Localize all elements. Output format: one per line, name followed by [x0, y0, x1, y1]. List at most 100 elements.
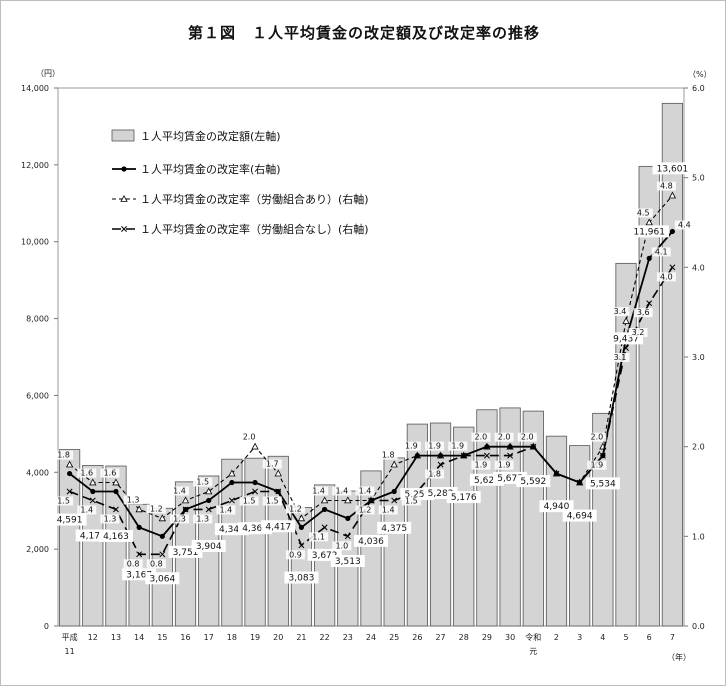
line-point [205, 487, 213, 495]
bar-label-box [585, 477, 620, 490]
non-union-rate-label: 1.9 [475, 461, 488, 470]
non-union-rate-label: 1.8 [428, 470, 441, 479]
line-point [553, 470, 560, 477]
union-rate-label: 3.4 [614, 307, 627, 316]
pct-label-box [471, 432, 491, 442]
non-union-rate-label: 0.8 [150, 559, 163, 568]
x-tick-label: 15 [157, 633, 167, 642]
union-rate-label: 2.0 [521, 433, 534, 442]
union-rate-label: 4.8 [660, 182, 673, 191]
line-point [135, 505, 143, 513]
pct-label-box [448, 441, 468, 451]
line-point [66, 470, 73, 477]
pct-label-box [285, 550, 305, 560]
x-tick-label: 3 [577, 633, 582, 642]
line-point [182, 506, 189, 513]
bar [476, 409, 498, 627]
union-rate-label: 1.2 [150, 504, 163, 513]
union-rate-label: 2.0 [498, 433, 511, 442]
pct-label-box [77, 468, 97, 478]
line-point [112, 478, 120, 486]
bar-label-box [516, 475, 551, 488]
line-point [159, 533, 165, 539]
line-point [390, 460, 398, 468]
line-point [483, 452, 490, 459]
line-point [113, 488, 119, 495]
line-point [368, 497, 374, 504]
x-tick-label: 26 [412, 633, 422, 642]
bar-value-label: 4,417 [265, 522, 291, 532]
bar-value-label: 5,534 [590, 479, 616, 489]
line-point [136, 524, 142, 530]
overall-rate-label: 4.1 [655, 247, 668, 256]
non-union-rate-label: 4.0 [660, 272, 673, 281]
pct-label-box [100, 514, 120, 524]
bar-value-label: 5,627 [474, 476, 500, 486]
union-rate-label: 1.4 [173, 486, 186, 495]
non-union-rate-label: 1.3 [173, 514, 186, 523]
bar [638, 165, 660, 627]
bar-label-box [191, 539, 226, 552]
union-rate-label: 2.0 [475, 433, 488, 442]
line-point [321, 524, 328, 531]
legend-label: １人平均賃金の改定率（労働組合あり）(右軸) [140, 192, 369, 206]
bar-value-label: 4,036 [358, 537, 384, 547]
line-point [89, 497, 96, 504]
bar-label-box [539, 500, 574, 513]
pct-label-box [633, 208, 653, 218]
pct-label-box [587, 460, 607, 470]
x-tick-label: 元 [529, 647, 537, 656]
y-left-tick-label: 4,000 [26, 468, 49, 477]
non-union-rate-label: 1.1 [312, 532, 325, 541]
non-union-rate-label: 1.5 [57, 497, 70, 506]
line-point [437, 461, 444, 468]
bar-value-label: 9,437 [613, 334, 639, 344]
union-rate-label: 2.0 [243, 433, 256, 442]
line-point [89, 478, 97, 486]
x-tick-label: 13 [111, 633, 121, 642]
line-point [461, 453, 467, 459]
bar-label-box [377, 521, 412, 534]
bar-value-label: 4,375 [381, 524, 407, 534]
overall-rate-label: 4.4 [678, 220, 691, 229]
bar [545, 435, 568, 627]
bar-value-label: 3,751 [173, 548, 199, 558]
x-tick-label: 12 [88, 633, 98, 642]
bar [267, 455, 289, 627]
bar-series [58, 102, 684, 627]
y-left-tick-label: 12,000 [21, 161, 49, 170]
line-point [622, 317, 630, 324]
pct-label-box [332, 486, 352, 496]
x-tick-label: 23 [343, 633, 353, 642]
legend-label: １人平均賃金の改定率（労働組合なし）(右軸) [140, 222, 369, 236]
pct-label-box [587, 432, 607, 442]
pct-label-box [146, 504, 166, 514]
non-union-rate-label: 1.4 [80, 505, 93, 514]
pct-label-box [146, 559, 166, 569]
pct-label-box [425, 469, 445, 479]
union-rate-label: 1.9 [451, 442, 464, 451]
x-tick-label: 28 [459, 633, 469, 642]
pct-label-box [674, 220, 694, 230]
y-left-tick-label: 10,000 [21, 238, 49, 247]
line-point [252, 488, 259, 495]
union-rate-label: 1.4 [335, 486, 348, 495]
bar-value-label: 4,341 [219, 525, 245, 535]
pct-label-box [193, 514, 213, 524]
pct-label-box [471, 460, 491, 470]
non-union-rate-label: 0.8 [127, 559, 140, 568]
x-tick-label: 2 [554, 633, 559, 642]
bar-label-box [629, 225, 670, 238]
bar-value-label: 5,254 [404, 490, 430, 500]
non-union-rate-label: 0.9 [289, 550, 302, 559]
bar [105, 465, 127, 627]
union-rate-label: 2.0 [590, 433, 603, 442]
bar-label-box [261, 520, 296, 533]
non-union-rate-label: 1.4 [220, 505, 233, 514]
line-series [65, 191, 677, 558]
line-point [577, 479, 583, 486]
pct-label-box [123, 495, 143, 505]
line-point [646, 300, 653, 307]
x-tick-label: 19 [250, 633, 260, 642]
bar-label-box [562, 509, 597, 522]
